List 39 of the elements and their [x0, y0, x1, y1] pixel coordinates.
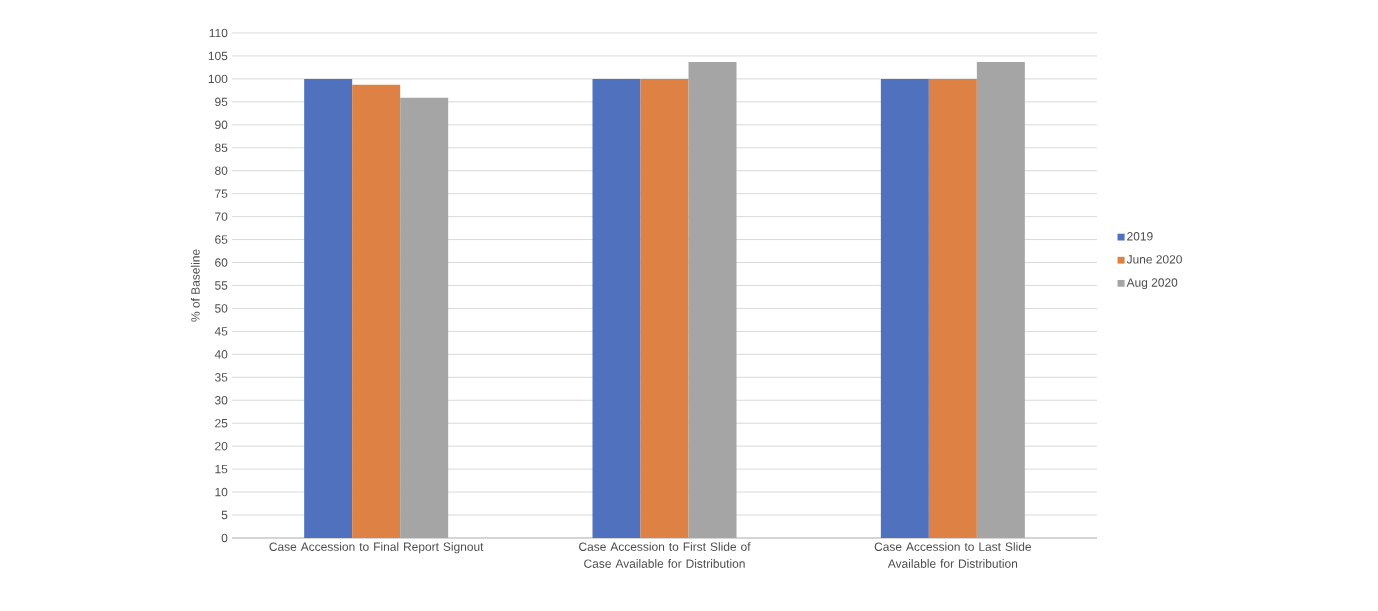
legend-label: Aug 2020	[1126, 278, 1178, 290]
y-tick-label: 50	[215, 304, 228, 313]
y-tick-label: 40	[214, 350, 228, 359]
y-tick-label: 35	[214, 373, 228, 382]
y-tick-label: 25	[215, 418, 228, 428]
x-tick-label: Case Accession to Last Slide Available for Distribution	[874, 542, 1032, 568]
y-tick-label: 95	[215, 97, 228, 107]
y-tick-label: 60	[215, 258, 228, 267]
y-tick-label: 55	[215, 281, 228, 290]
y-tick-label: 45	[214, 327, 228, 336]
bar	[640, 78, 689, 538]
y-tick-label: 90	[215, 120, 228, 130]
bar	[688, 61, 737, 538]
y-tick-label: 20	[215, 441, 228, 451]
y-tick-label: 10	[215, 487, 228, 497]
y-tick-label: 15	[215, 464, 228, 474]
y-tick-label: 30	[214, 396, 228, 405]
bar	[400, 97, 449, 538]
bar	[592, 78, 641, 538]
y-tick-label: 105	[208, 51, 228, 61]
legend-label: 2019	[1127, 232, 1153, 241]
x-tick-label: Case Accession to Final Report Signout	[269, 542, 484, 554]
bar	[928, 78, 977, 538]
y-tick-label: 85	[215, 143, 228, 152]
y-tick-label: 5	[221, 510, 228, 520]
y-tick-label: 0	[221, 533, 228, 543]
y-tick-label: 100	[208, 74, 228, 84]
bar	[304, 78, 353, 538]
bar	[976, 61, 1025, 538]
y-tick-label: 80	[215, 166, 228, 175]
y-tick-label: 75	[215, 189, 228, 198]
y-tick-label: 65	[215, 235, 228, 244]
bar	[880, 78, 929, 538]
legend-label: June 2020	[1126, 255, 1182, 264]
bar	[352, 84, 401, 538]
y-tick-label: 110	[209, 28, 228, 38]
y-tick-label: 70	[215, 212, 228, 221]
x-tick-label: Case Accession to First Slide of Case Available for Distribution	[579, 542, 751, 568]
y-axis-title: % of Baseline	[190, 249, 200, 322]
